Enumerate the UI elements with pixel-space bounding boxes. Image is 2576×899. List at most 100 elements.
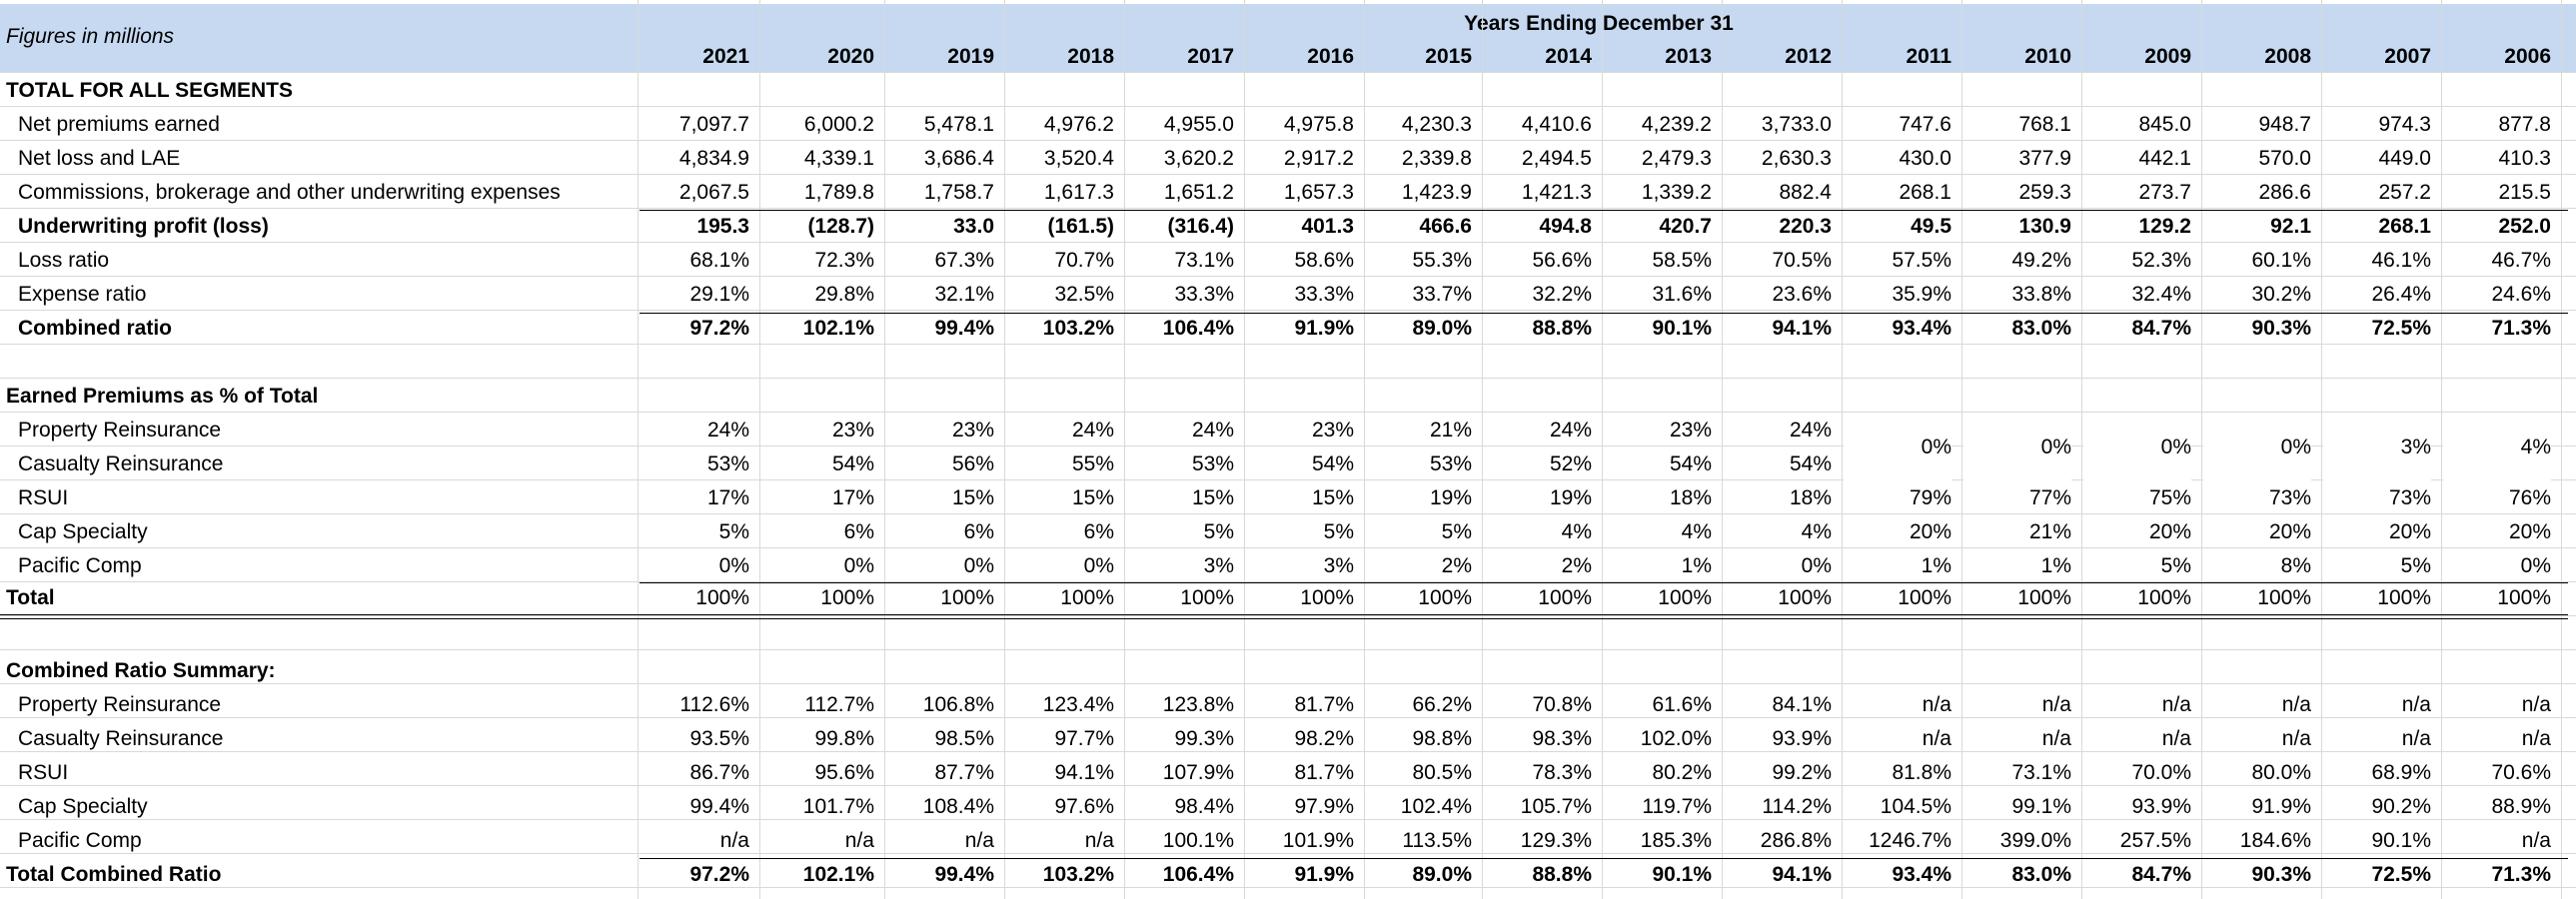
row-value: 1246.7% <box>1869 829 1951 852</box>
row-label: Property Reinsurance <box>18 693 222 716</box>
row-value: 0% <box>843 554 874 577</box>
grid-column-line <box>2441 0 2442 899</box>
row-value: 73.1% <box>1174 249 1234 272</box>
row-value: 130.9 <box>2018 215 2071 238</box>
row-value: 5,478.1 <box>923 113 994 136</box>
row-value: 6% <box>963 520 994 543</box>
row-value: 1,339.2 <box>1641 181 1712 204</box>
row-value: 0% <box>2520 554 2551 577</box>
row-value: 54% <box>1789 452 1832 475</box>
row-value: 2,339.8 <box>1401 147 1472 170</box>
row-value: 35.9% <box>1892 283 1951 306</box>
row-value: 4,834.9 <box>678 147 749 170</box>
row-value-combined-total: 102.1% <box>802 863 874 886</box>
merged-reinsurance-cell: 4% <box>2443 414 2551 480</box>
grid-row-line <box>0 819 2576 820</box>
row-value: 97.9% <box>1294 795 1354 818</box>
row-value-combined-total: 89.0% <box>1412 863 1472 886</box>
row-value: 68.1% <box>689 249 749 272</box>
row-value: 19% <box>1549 486 1592 509</box>
year-header: 2019 <box>947 45 994 68</box>
grid-row-line <box>0 581 2576 582</box>
row-value: 1,421.3 <box>1521 181 1592 204</box>
row-value: 72.3% <box>814 249 874 272</box>
row-value: 4,955.0 <box>1163 113 1234 136</box>
row-value: n/a <box>2521 727 2551 750</box>
grid-row-line <box>0 785 2576 786</box>
row-value: 401.3 <box>1301 215 1354 238</box>
row-value: 430.0 <box>1899 147 1951 170</box>
grid-column-line <box>2081 0 2082 899</box>
row-value: 21% <box>2028 520 2071 543</box>
merged-reinsurance-cell: 0% <box>2203 414 2311 480</box>
row-value: 4,230.3 <box>1401 113 1472 136</box>
row-value: 2,494.5 <box>1521 147 1592 170</box>
row-label: Casualty Reinsurance <box>18 452 224 475</box>
year-header: 2013 <box>1665 45 1712 68</box>
row-value: 73% <box>2388 486 2431 509</box>
row-value: 114.2% <box>1762 795 1832 818</box>
row-value: 1,789.8 <box>803 181 874 204</box>
grid-row-line <box>0 140 2576 141</box>
row-value: 129.3% <box>1520 829 1592 852</box>
row-value: 90.1% <box>1652 317 1712 340</box>
row-value: n/a <box>1084 829 1114 852</box>
grid-row-line <box>0 446 2576 447</box>
row-value: 102.0% <box>1640 727 1712 750</box>
row-value: 257.2 <box>2378 181 2431 204</box>
row-value: n/a <box>2281 727 2311 750</box>
grid-column-line <box>1244 0 1245 899</box>
row-value-total: 100% <box>1418 586 1472 609</box>
row-value: 56.6% <box>1532 249 1592 272</box>
row-value: 113.5% <box>1402 829 1472 852</box>
row-value: 106.4% <box>1162 317 1234 340</box>
row-value: 99.4% <box>689 795 749 818</box>
row-value-combined-total: 93.4% <box>1892 863 1951 886</box>
row-value: 257.5% <box>2119 829 2191 852</box>
row-value: n/a <box>2401 727 2431 750</box>
row-value: 90.3% <box>2251 317 2311 340</box>
row-value: 129.2 <box>2138 215 2191 238</box>
row-value: 23.6% <box>1772 283 1832 306</box>
row-value: 20% <box>2508 520 2551 543</box>
row-value: 98.3% <box>1532 727 1592 750</box>
row-value: 33.7% <box>1412 283 1472 306</box>
row-value: 30.2% <box>2251 283 2311 306</box>
row-value: 119.7% <box>1642 795 1712 818</box>
row-value: 377.9 <box>2018 147 2071 170</box>
grid-column-line <box>2561 0 2562 899</box>
row-value-combined-total: 97.2% <box>689 863 749 886</box>
row-value: 97.2% <box>689 317 749 340</box>
row-value: 24% <box>706 419 749 442</box>
row-value: 15% <box>1311 486 1354 509</box>
row-value: 24.6% <box>2491 283 2551 306</box>
row-value: 46.1% <box>2371 249 2431 272</box>
double-underline <box>0 614 2568 619</box>
row-value: 83.0% <box>2011 317 2071 340</box>
row-value: 73.1% <box>2011 761 2071 784</box>
year-header: 2017 <box>1187 45 1234 68</box>
row-value: 81.7% <box>1294 693 1354 716</box>
row-label-total: Total <box>6 586 55 609</box>
row-label: Commissions, brokerage and other underwr… <box>18 181 561 204</box>
row-value: 84.1% <box>1772 693 1832 716</box>
row-value: 32.5% <box>1054 283 1114 306</box>
row-value-combined-total: 94.1% <box>1772 863 1832 886</box>
row-value: 18% <box>1669 486 1712 509</box>
row-label: Combined ratio <box>18 317 173 340</box>
row-value: 52.3% <box>2131 249 2191 272</box>
row-value-combined-total: 83.0% <box>2011 863 2071 886</box>
grid-column-line <box>638 0 639 899</box>
row-value: 3,686.4 <box>923 147 994 170</box>
row-value: 410.3 <box>2498 147 2551 170</box>
grid-row-line <box>0 344 2576 345</box>
row-value: 31.6% <box>1652 283 1712 306</box>
row-value: 1% <box>1681 554 1712 577</box>
row-value: 66.2% <box>1412 693 1472 716</box>
merged-reinsurance-cell: 0% <box>1963 414 2071 480</box>
grid-row-line <box>0 479 2576 480</box>
row-value: 494.8 <box>1539 215 1592 238</box>
row-value: 70.6% <box>2491 761 2551 784</box>
row-value: 99.4% <box>934 317 994 340</box>
row-label-combined-total: Total Combined Ratio <box>6 863 222 886</box>
